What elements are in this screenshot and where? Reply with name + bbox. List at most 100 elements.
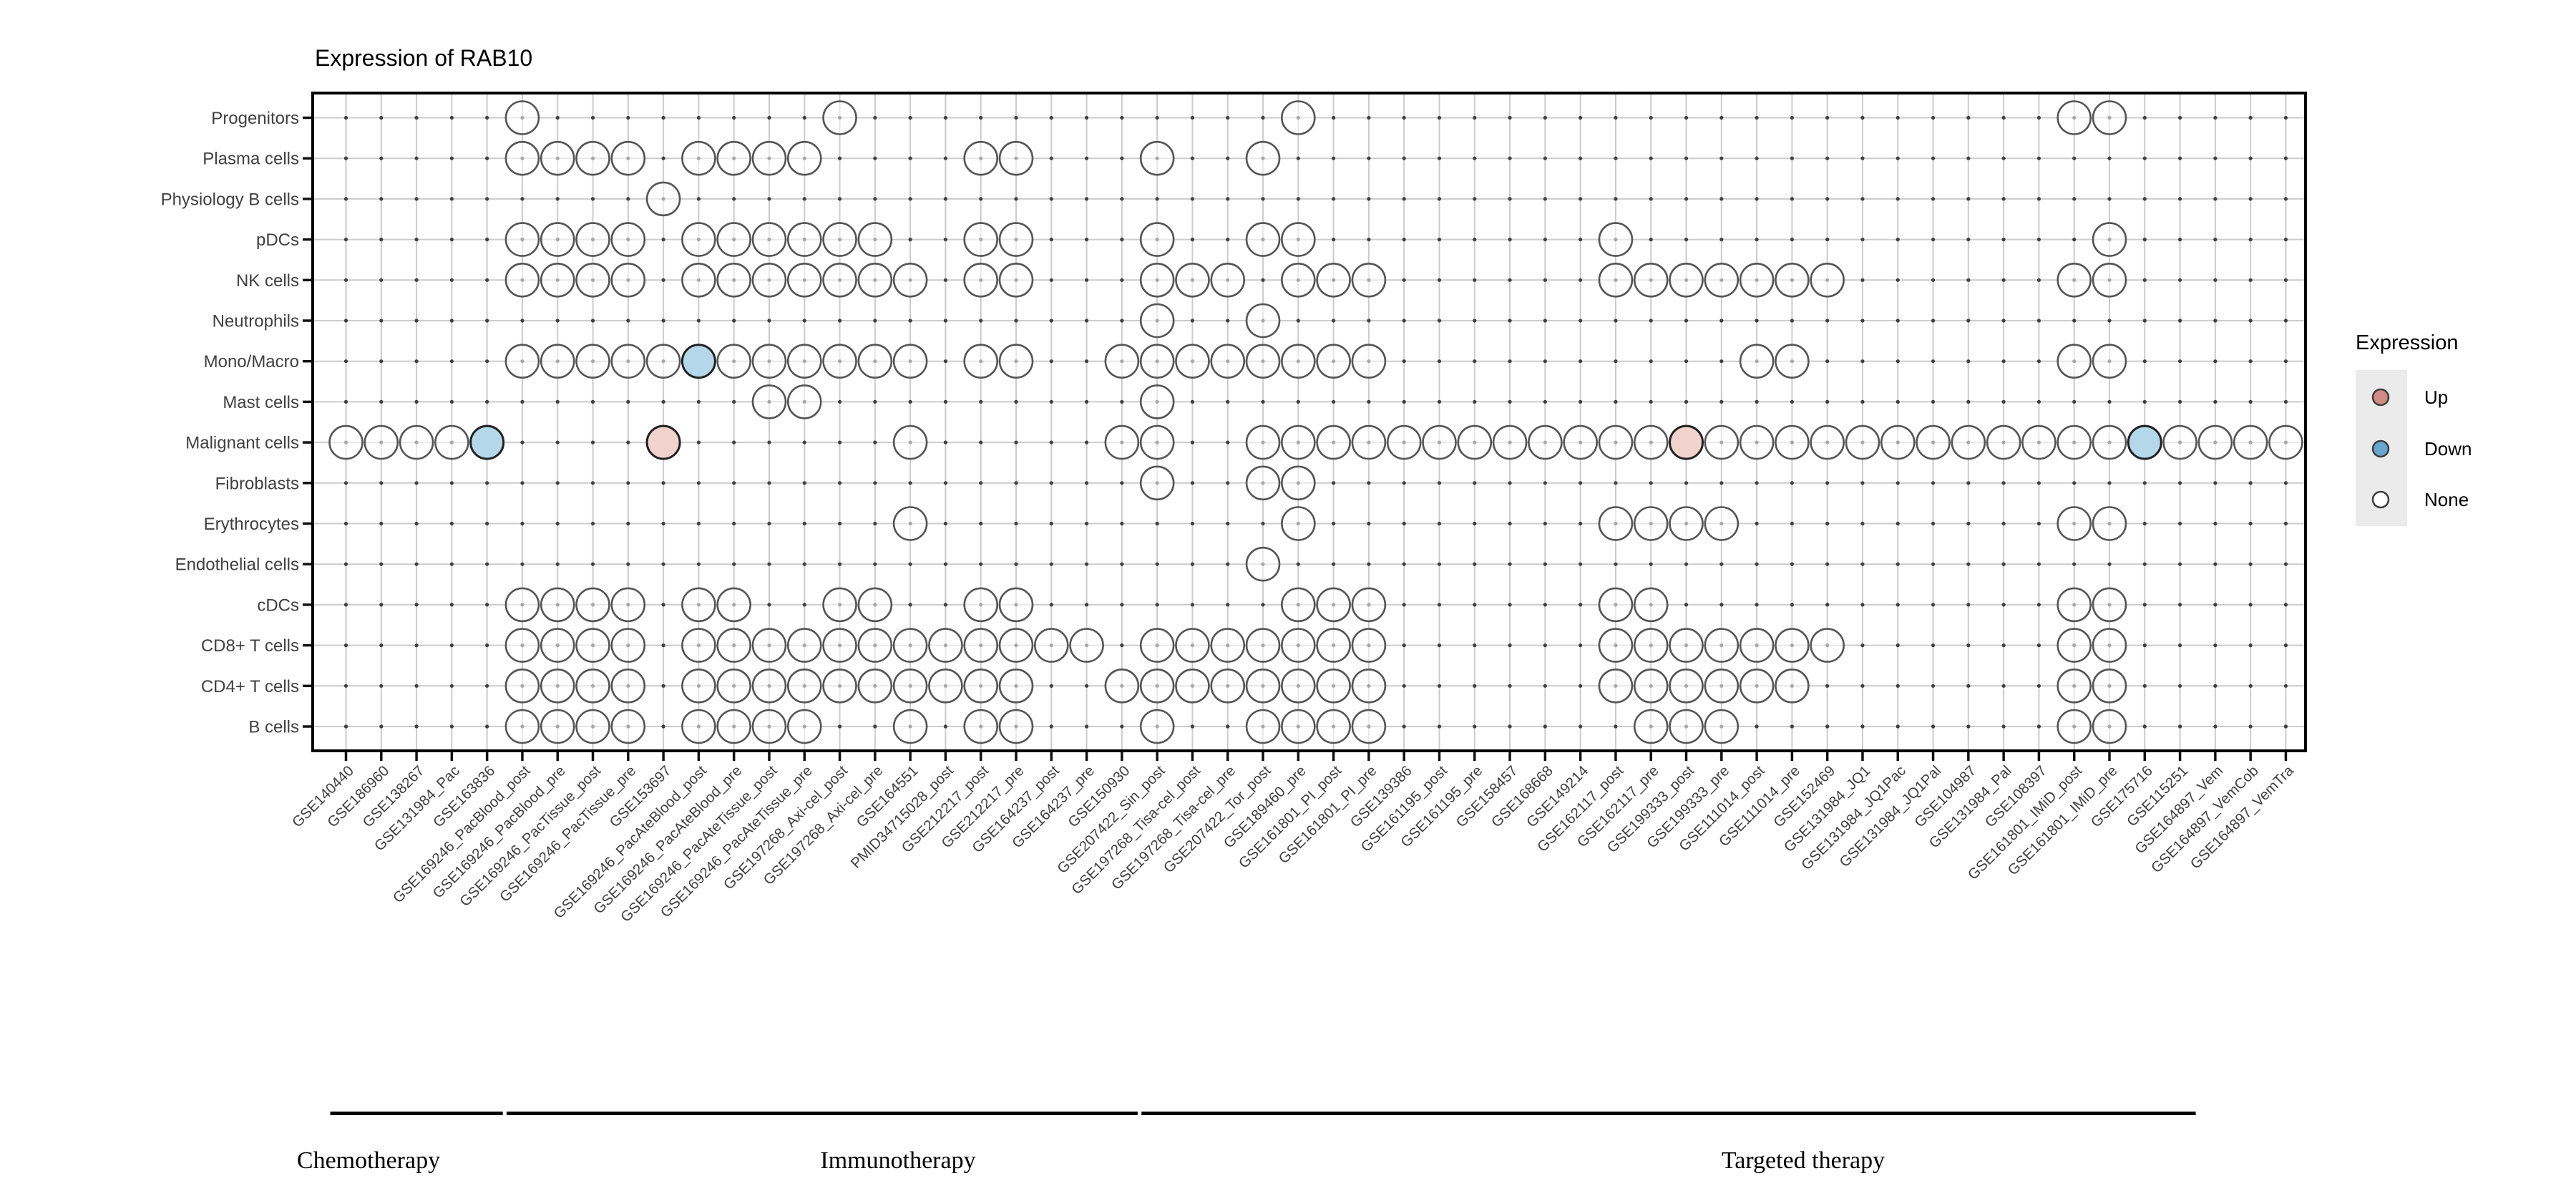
grid-node-dot (2248, 521, 2253, 526)
grid-node-dot (696, 521, 701, 526)
dot-none (1034, 628, 1069, 663)
dot-none (892, 668, 928, 704)
dot-none (998, 709, 1034, 744)
dot-none (2092, 628, 2127, 663)
grid-node-dot (2213, 684, 2218, 688)
grid-node-dot (1543, 521, 1547, 526)
y-axis-label: Malignant cells (185, 434, 299, 453)
grid-node-dot (1296, 562, 1300, 566)
grid-node-dot (343, 238, 348, 242)
grid-node-dot (1755, 197, 1759, 201)
dot-none (786, 140, 822, 176)
grid-node-dot (2142, 481, 2147, 485)
grid-node-dot (2213, 197, 2218, 201)
grid-node-dot (1367, 238, 1371, 242)
grid-node-dot (2001, 643, 2006, 648)
grid-node-dot (661, 521, 665, 526)
grid-node-dot (1120, 278, 1124, 282)
grid-node-dot (1226, 156, 1230, 160)
dot-none (1281, 506, 1316, 541)
grid-node-dot (1155, 562, 1159, 566)
grid-node-dot (1261, 521, 1265, 526)
grid-node-dot (696, 197, 701, 201)
grid-node-dot (2001, 603, 2006, 607)
grid-node-dot (1896, 278, 1900, 282)
grid-node-dot (1084, 440, 1089, 444)
dot-none (998, 222, 1034, 257)
grid-node-dot (802, 440, 806, 444)
dot-none (2092, 506, 2127, 541)
grid-node-dot (1508, 399, 1512, 404)
grid-node-dot (520, 399, 525, 404)
grid-node-dot (1190, 603, 1195, 607)
grid-node-dot (1860, 643, 1865, 648)
grid-node-dot (590, 481, 595, 485)
dot-none (540, 709, 575, 744)
dot-none (1739, 628, 1775, 663)
grid-node-dot (2142, 562, 2147, 566)
grid-node-dot (696, 319, 701, 323)
grid-node-dot (2072, 562, 2077, 566)
grid-node-dot (1367, 521, 1371, 526)
grid-node-dot (1508, 319, 1512, 323)
grid-node-dot (696, 481, 701, 485)
grid-node-dot (979, 440, 983, 444)
grid-node-dot (2001, 481, 2006, 485)
dot-none (963, 344, 999, 379)
grid-node-dot (1332, 197, 1336, 201)
grid-node-dot (1473, 197, 1477, 201)
grid-node-dot (485, 238, 489, 242)
grid-node-dot (2248, 197, 2253, 201)
grid-node-dot (1402, 643, 1406, 648)
dot-none (1810, 262, 1845, 298)
grid-node-dot (1402, 319, 1406, 323)
grid-node-dot (2177, 238, 2182, 242)
grid-node-dot (2036, 481, 2041, 485)
grid-node-dot (1190, 319, 1195, 323)
dot-none (575, 344, 610, 379)
grid-node-dot (2283, 481, 2288, 485)
grid-node-dot (1966, 278, 1971, 282)
dot-none (1598, 222, 1634, 257)
grid-node-dot (1614, 359, 1618, 364)
grid-node-dot (485, 115, 489, 120)
grid-node-dot (626, 481, 630, 485)
dot-none (1633, 628, 1669, 663)
grid-node-dot (2283, 319, 2288, 323)
grid-node-dot (520, 521, 525, 526)
grid-node-dot (1649, 359, 1653, 364)
grid-node-dot (2107, 197, 2112, 201)
dot-none (1739, 668, 1775, 704)
grid-node-dot (1790, 115, 1794, 120)
grid-node-dot (2177, 724, 2182, 729)
dot-none (2057, 262, 2092, 298)
grid-node-dot (1684, 156, 1689, 160)
grid-node-dot (767, 440, 771, 444)
grid-node-dot (2107, 481, 2112, 485)
legend-swatch-up-icon (2371, 388, 2390, 407)
grid-node-dot (1614, 481, 1618, 485)
grid-node-dot (1896, 115, 1900, 120)
grid-node-dot (908, 319, 912, 323)
grid-node-dot (1579, 278, 1583, 282)
grid-node-dot (2001, 278, 2006, 282)
dot-none (645, 181, 681, 217)
grid-node-dot (2248, 643, 2253, 648)
grid-node-dot (2213, 603, 2218, 607)
grid-node-dot (2177, 359, 2182, 364)
grid-node-dot (837, 319, 842, 323)
grid-node-dot (1332, 521, 1336, 526)
dot-none (540, 140, 575, 176)
grid-node-dot (1120, 399, 1124, 404)
grid-node-dot (1579, 643, 1583, 648)
grid-node-dot (1860, 481, 1865, 485)
grid-node-dot (1084, 399, 1089, 404)
dot-none (610, 262, 646, 298)
dot-none (1351, 709, 1387, 744)
grid-node-dot (2248, 684, 2253, 688)
dot-none (1598, 262, 1634, 298)
dot-none (504, 262, 540, 298)
dot-none (1281, 424, 1316, 460)
grid-node-dot (1966, 724, 1971, 729)
grid-node-dot (1579, 238, 1583, 242)
